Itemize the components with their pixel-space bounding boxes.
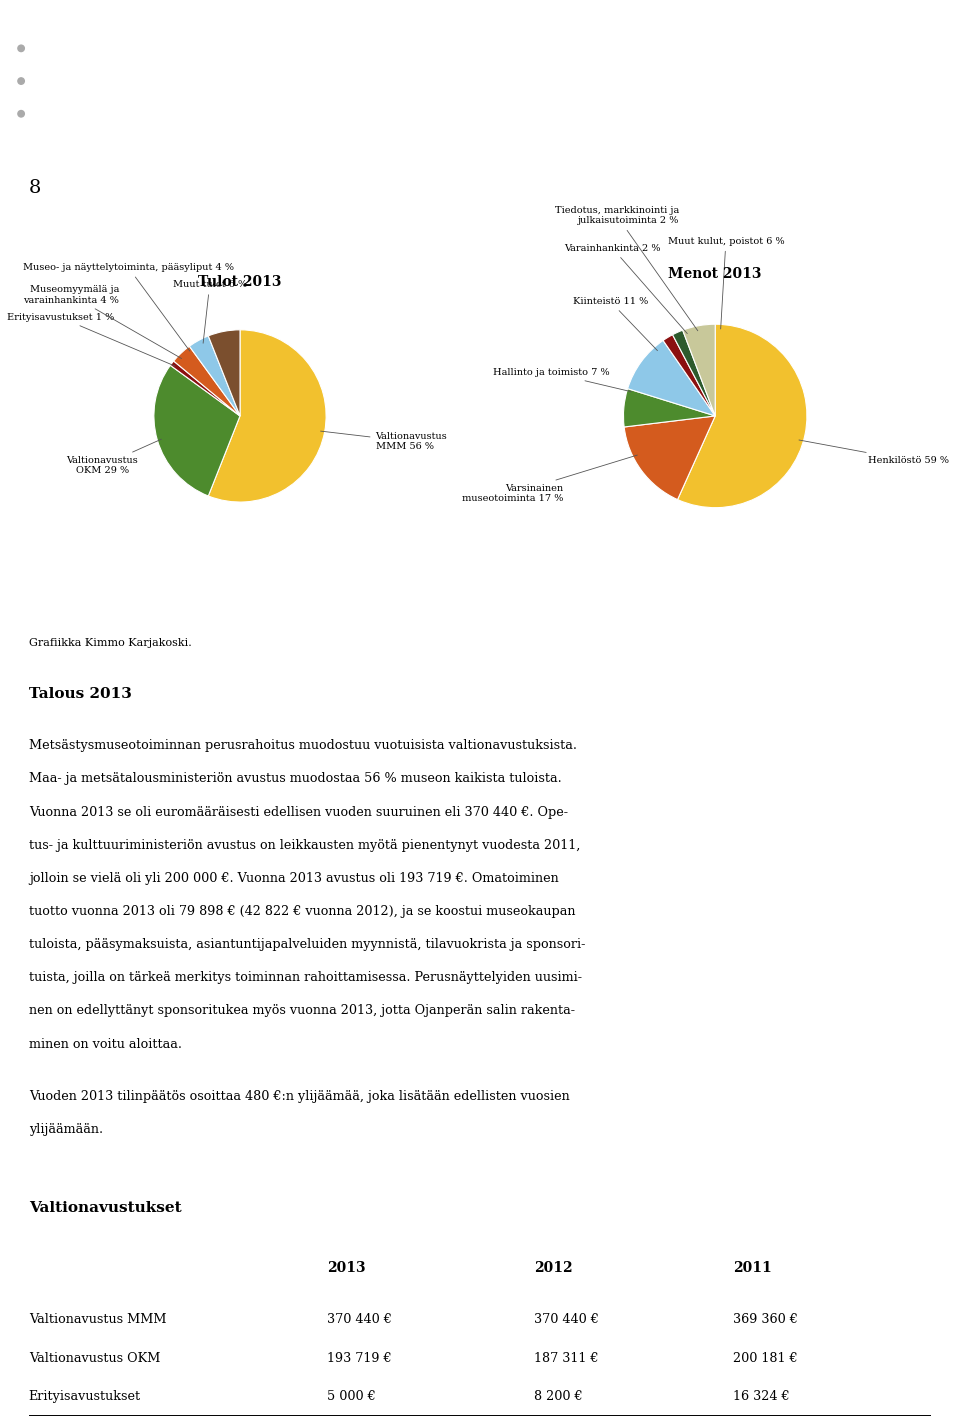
Text: Talous 2013: Talous 2013	[29, 687, 132, 701]
Wedge shape	[628, 340, 715, 415]
Text: Valtionavustus
MMM 56 %: Valtionavustus MMM 56 %	[321, 431, 447, 452]
Text: Varsinainen
museotoiminta 17 %: Varsinainen museotoiminta 17 %	[462, 455, 637, 503]
Text: 2011: 2011	[732, 1261, 772, 1274]
Wedge shape	[208, 330, 240, 417]
Text: Tiedotus, markkinointi ja
julkaisutoiminta 2 %: Tiedotus, markkinointi ja julkaisutoimin…	[555, 206, 698, 331]
Text: 2012: 2012	[534, 1261, 573, 1274]
Text: Grafiikka Kimmo Karjakoski.: Grafiikka Kimmo Karjakoski.	[29, 638, 192, 648]
Text: Valtionavustukset: Valtionavustukset	[29, 1202, 181, 1216]
Wedge shape	[623, 388, 715, 427]
Text: jolloin se vielä oli yli 200 000 €. Vuonna 2013 avustus oli 193 719 €. Omatoimin: jolloin se vielä oli yli 200 000 €. Vuon…	[29, 872, 559, 884]
Text: Erityisavustukset: Erityisavustukset	[29, 1391, 141, 1404]
Text: tuista, joilla on tärkeä merkitys toiminnan rahoittamisessa. Perusnäyttelyiden u: tuista, joilla on tärkeä merkitys toimin…	[29, 971, 582, 984]
Text: tuotto vuonna 2013 oli 79 898 € (42 822 € vuonna 2012), ja se koostui museokaupa: tuotto vuonna 2013 oli 79 898 € (42 822 …	[29, 904, 575, 919]
Text: 193 719 €: 193 719 €	[326, 1351, 392, 1365]
Wedge shape	[673, 330, 715, 415]
Wedge shape	[683, 324, 715, 415]
Text: 187 311 €: 187 311 €	[534, 1351, 599, 1365]
Text: 370 440 €: 370 440 €	[534, 1313, 599, 1325]
Circle shape	[18, 78, 24, 84]
Text: Metsästysmuseotoiminnan perusrahoitus muodostuu vuotuisista valtionavustuksista.: Metsästysmuseotoiminnan perusrahoitus mu…	[29, 739, 577, 752]
Wedge shape	[663, 334, 715, 415]
Title: Tulot 2013: Tulot 2013	[199, 276, 281, 289]
Text: 2013: 2013	[326, 1261, 365, 1274]
Wedge shape	[154, 365, 240, 496]
Text: Valtionavustus OKM: Valtionavustus OKM	[29, 1351, 160, 1365]
Text: Vuoden 2013 tilinpäätös osoittaa 480 €:n ylijäämää, joka lisätään edellisten vuo: Vuoden 2013 tilinpäätös osoittaa 480 €:n…	[29, 1089, 569, 1102]
Text: Valtionavustus MMM: Valtionavustus MMM	[29, 1313, 166, 1325]
Text: 8: 8	[29, 179, 41, 198]
Text: Museomyymälä ja
varainhankinta 4 %: Museomyymälä ja varainhankinta 4 %	[23, 286, 181, 358]
Text: Erityisavustukset 1 %: Erityisavustukset 1 %	[7, 313, 175, 365]
Text: Kiinteistö 11 %: Kiinteistö 11 %	[572, 297, 658, 351]
Text: 200 181 €: 200 181 €	[732, 1351, 798, 1365]
Circle shape	[18, 46, 24, 51]
Text: Henkilöstö 59 %: Henkilöstö 59 %	[799, 439, 948, 465]
Text: Muut kulut, poistot 6 %: Muut kulut, poistot 6 %	[667, 236, 784, 328]
Text: 370 440 €: 370 440 €	[326, 1313, 392, 1325]
Wedge shape	[624, 415, 715, 499]
Text: 5 000 €: 5 000 €	[326, 1391, 375, 1404]
Text: Valtionavustus
OKM 29 %: Valtionavustus OKM 29 %	[66, 439, 161, 475]
Title: Menot 2013: Menot 2013	[668, 267, 762, 282]
Text: 16 324 €: 16 324 €	[732, 1391, 789, 1404]
Text: Maa- ja metsätalousministeriön avustus muodostaa 56 % museon kaikista tuloista.: Maa- ja metsätalousministeriön avustus m…	[29, 772, 562, 785]
Text: nen on edellyttänyt sponsoritukea myös vuonna 2013, jotta Ojanperän salin rakent: nen on edellyttänyt sponsoritukea myös v…	[29, 1004, 575, 1018]
Text: 8 200 €: 8 200 €	[534, 1391, 583, 1404]
Text: ylijäämään.: ylijäämään.	[29, 1123, 103, 1136]
Text: tuloista, pääsymaksuista, asiantuntijapalveluiden myynnistä, tilavuokrista ja sp: tuloista, pääsymaksuista, asiantuntijapa…	[29, 939, 586, 951]
Text: minen on voitu aloittaa.: minen on voitu aloittaa.	[29, 1038, 181, 1051]
Text: tus- ja kulttuuriministeriön avustus on leikkausten myötä pienentynyt vuodesta 2: tus- ja kulttuuriministeriön avustus on …	[29, 839, 580, 852]
Text: Varainhankinta 2 %: Varainhankinta 2 %	[564, 243, 687, 334]
Circle shape	[18, 111, 24, 117]
Wedge shape	[189, 336, 240, 417]
Text: Muut tulot 6 %: Muut tulot 6 %	[173, 280, 247, 343]
Text: Vuonna 2013 se oli euromääräisesti edellisen vuoden suuruinen eli 370 440 €. Ope: Vuonna 2013 se oli euromääräisesti edell…	[29, 805, 567, 819]
Wedge shape	[174, 347, 240, 417]
Text: 369 360 €: 369 360 €	[732, 1313, 798, 1325]
Text: Hallinto ja toimisto 7 %: Hallinto ja toimisto 7 %	[493, 368, 632, 391]
Wedge shape	[208, 330, 326, 502]
Text: Museo- ja näyttelytoiminta, pääsyliput 4 %: Museo- ja näyttelytoiminta, pääsyliput 4…	[23, 263, 234, 351]
Wedge shape	[170, 361, 240, 417]
Wedge shape	[678, 324, 807, 508]
